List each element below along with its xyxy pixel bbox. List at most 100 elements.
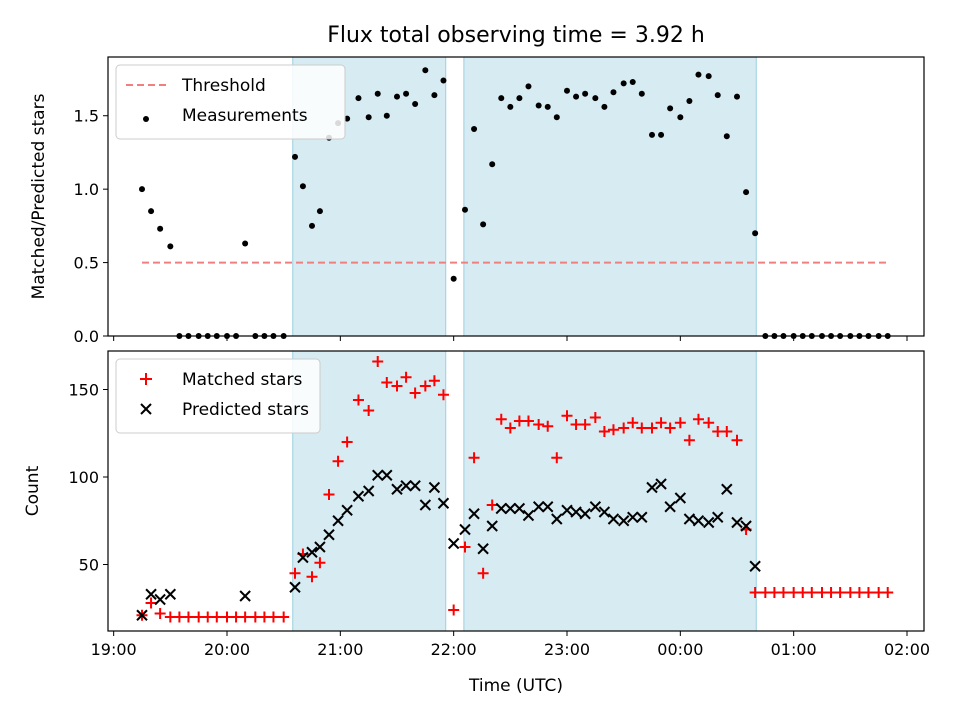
matched-stars-point	[504, 422, 516, 434]
matched-stars-point	[289, 567, 301, 579]
measurement-point	[242, 240, 249, 247]
predicted-stars-point	[532, 501, 545, 513]
matched-stars-point	[551, 452, 563, 464]
matched-stars-point	[154, 608, 166, 619]
matched-stars-point	[542, 420, 554, 432]
x-tick-label: 21:00	[317, 640, 363, 659]
predicted-stars-point	[323, 529, 335, 541]
predicted-stars-point	[504, 502, 517, 515]
matched-stars-point	[882, 587, 894, 598]
x-tick-label: 19:00	[91, 640, 137, 659]
legend-predicted-swatch	[140, 403, 152, 415]
predicted-stars-point	[332, 515, 344, 527]
measurement-point	[553, 114, 560, 121]
measurement-point	[299, 183, 306, 190]
measurement-point	[440, 77, 447, 84]
predicted-stars-point	[749, 560, 761, 572]
matched-stars-point	[400, 371, 412, 383]
y-axis-label: Matched/Predicted stars	[29, 93, 49, 299]
matched-stars-point	[239, 611, 251, 623]
measurement-point	[462, 206, 468, 213]
x-tick-label: 22:00	[431, 640, 477, 659]
measurement-point	[394, 93, 400, 100]
predicted-stars-point	[419, 499, 432, 511]
matched-stars-point	[341, 436, 353, 448]
predicted-stars-point	[636, 511, 648, 523]
measurement-point	[686, 98, 693, 105]
y-tick-label: 100	[68, 468, 99, 487]
measurement-point	[752, 230, 759, 237]
predicted-stars-point	[664, 501, 676, 513]
matched-stars-point	[749, 587, 761, 598]
matched-stars-point	[646, 422, 658, 434]
matched-stars-point	[862, 587, 874, 598]
measurement-point	[714, 92, 721, 99]
matched-stars-point	[332, 455, 344, 467]
x-tick-label: 20:00	[204, 640, 250, 659]
measurement-point	[471, 125, 478, 132]
measurement-point	[658, 131, 665, 138]
matched-stars-point	[145, 597, 157, 609]
predicted-stars-point	[674, 492, 687, 504]
predicted-stars-point	[731, 516, 743, 529]
legend-label: Threshold	[181, 76, 266, 96]
matched-stars-point	[391, 380, 403, 392]
ratio-panel: 0.0 0.5 1.0 1.5 Matched/Predicted stars Thres…	[29, 56, 925, 346]
predicted-stars-point	[598, 506, 611, 518]
matched-stars-point	[437, 389, 449, 401]
predicted-stars-point	[437, 497, 450, 509]
legend-measurements-swatch	[143, 116, 149, 122]
matched-stars-point	[278, 611, 290, 623]
legend-label: Measurements	[182, 106, 308, 126]
predicted-stars-point	[341, 504, 353, 516]
predicted-stars-point	[646, 481, 658, 494]
predicted-stars-point	[721, 483, 733, 495]
matched-stars-point	[533, 419, 545, 430]
matched-stars-point	[598, 426, 610, 437]
x-tick-label: 02:00	[884, 640, 930, 659]
matched-stars-point	[655, 417, 667, 429]
measurement-point	[516, 95, 523, 102]
predicted-stars-point	[617, 515, 630, 527]
matched-stars-point	[459, 541, 471, 553]
predicted-stars-point	[561, 504, 573, 516]
predicted-stars-point	[306, 546, 318, 558]
matched-stars-point	[627, 417, 639, 429]
predicted-stars-point	[486, 520, 498, 532]
matched-stars-point	[323, 489, 335, 500]
measurement-point	[638, 90, 645, 97]
predicted-stars-point	[542, 501, 554, 513]
predicted-stars-point	[522, 509, 535, 522]
predicted-stars-point	[513, 502, 526, 515]
predicted-stars-point	[740, 520, 752, 532]
predicted-stars-point	[391, 483, 403, 495]
chart-title: Flux total observing time = 3.92 h	[327, 23, 705, 48]
matched-stars-point	[618, 422, 630, 434]
measurement-point	[620, 80, 627, 87]
measurement-point	[489, 161, 496, 168]
predicted-stars-point	[297, 551, 309, 564]
measurement-point	[148, 208, 155, 215]
predicted-stars-point	[362, 485, 375, 497]
measurement-point	[309, 222, 315, 229]
matched-stars-point	[561, 410, 573, 422]
x-tick-label: 00:00	[657, 640, 703, 659]
observing-window-span	[463, 350, 757, 632]
matched-stars-point	[589, 412, 601, 423]
legend-label: Predicted stars	[182, 400, 309, 420]
measurement-point	[412, 100, 419, 107]
legend: Threshold Measurements	[115, 64, 346, 140]
matched-stars-point	[409, 387, 421, 399]
matched-stars-point	[486, 499, 498, 511]
predicted-stars-point	[381, 469, 393, 481]
predicted-stars-point	[164, 588, 177, 600]
measurement-point	[450, 275, 457, 282]
measurement-point	[157, 225, 164, 232]
measurement-point	[292, 153, 298, 160]
matched-stars-point	[211, 611, 223, 623]
predicted-stars-point	[459, 523, 471, 536]
x-tick-label: 23:00	[544, 640, 590, 659]
matched-stars-point	[777, 587, 789, 598]
matched-stars-point	[579, 419, 591, 430]
matched-stars-point	[267, 611, 279, 623]
